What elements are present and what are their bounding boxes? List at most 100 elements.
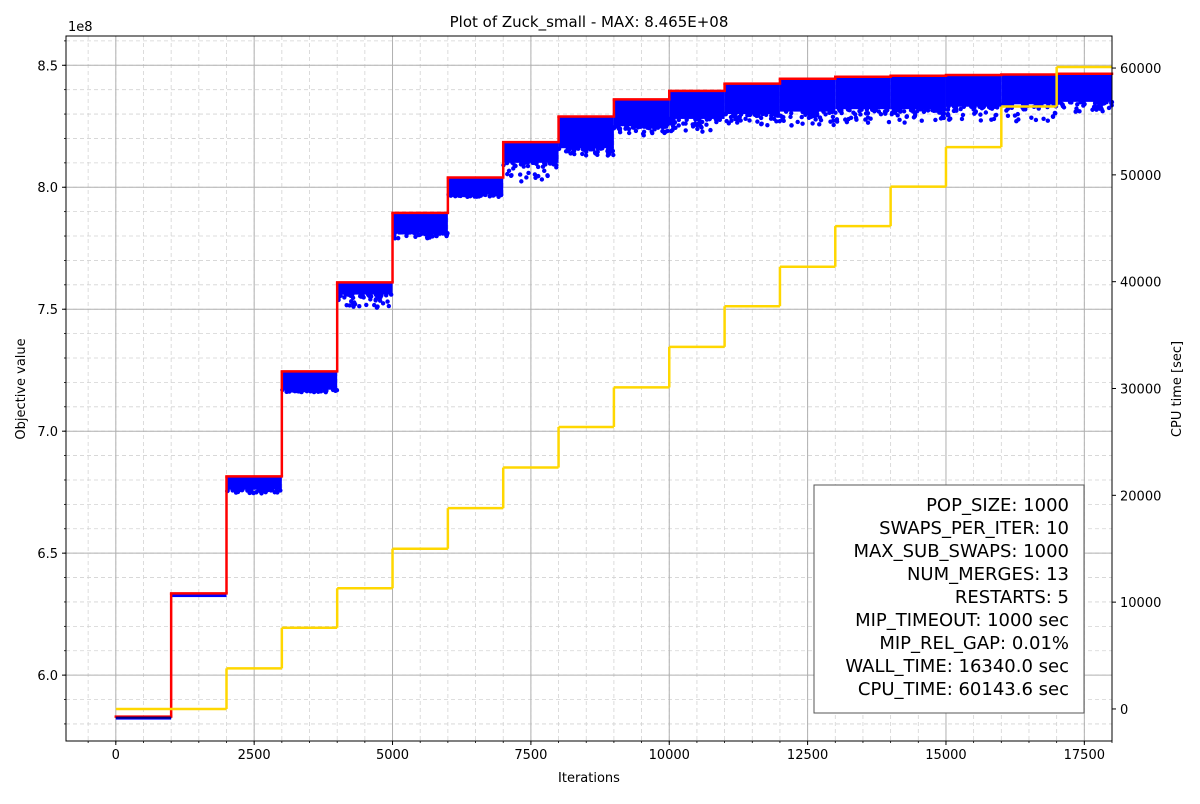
- population-point: [626, 130, 632, 136]
- population-point: [380, 301, 386, 306]
- population-point: [419, 231, 424, 236]
- population-point: [994, 105, 1000, 110]
- cpu-time-layer: [115, 65, 1112, 711]
- population-point: [638, 124, 643, 129]
- population-point: [365, 292, 371, 297]
- population-point: [897, 117, 902, 123]
- population-point: [946, 113, 951, 118]
- population-point: [617, 130, 623, 135]
- population-point: [667, 116, 673, 122]
- population-point: [1094, 107, 1099, 112]
- population-point: [983, 110, 989, 115]
- population-point: [854, 117, 859, 122]
- population-point: [846, 107, 851, 112]
- population-point: [647, 126, 652, 131]
- population-point: [411, 230, 416, 235]
- population-point: [863, 117, 868, 122]
- population-point: [690, 122, 695, 127]
- population-point: [524, 175, 529, 180]
- population-band: [503, 142, 559, 163]
- population-band: [171, 593, 227, 598]
- population-point: [760, 111, 765, 117]
- population-point: [563, 149, 569, 154]
- population-point: [951, 104, 957, 109]
- population-point: [817, 122, 822, 127]
- population-point: [732, 111, 737, 117]
- population-point: [655, 125, 661, 130]
- population-point: [641, 124, 647, 129]
- population-point: [633, 128, 639, 134]
- parameter-annotation: POP_SIZE: 1000 SWAPS_PER_ITER: 10 MAX_SU…: [813, 484, 1085, 714]
- best-objective-layer: [114, 72, 1114, 719]
- population-point: [545, 173, 550, 179]
- population-point: [717, 117, 723, 122]
- population-point: [895, 113, 900, 118]
- population-point: [989, 105, 995, 110]
- population-point: [1095, 99, 1100, 105]
- population-point: [747, 118, 752, 123]
- population-point: [398, 230, 404, 235]
- y2-tick-label: 40000: [1120, 276, 1161, 291]
- y-tick-label: 7.5: [37, 303, 58, 318]
- population-point: [714, 119, 719, 125]
- population-point: [430, 234, 435, 239]
- population-point: [961, 104, 967, 109]
- population-point: [695, 126, 700, 132]
- population-band: [669, 90, 725, 119]
- annotation-line: MAX_SUB_SWAPS: 1000: [853, 541, 1069, 562]
- population-point: [814, 113, 820, 118]
- y-tick-label: 8.0: [37, 181, 58, 196]
- population-point: [471, 193, 477, 198]
- x-tick-label: 12500: [787, 748, 828, 763]
- population-point: [1033, 117, 1039, 123]
- population-point: [799, 114, 804, 120]
- population-point: [676, 123, 681, 128]
- population-point: [251, 490, 256, 496]
- population-point: [708, 127, 713, 133]
- population-band: [1056, 73, 1112, 102]
- population-band: [226, 476, 282, 490]
- population-point: [800, 109, 805, 115]
- population-point: [426, 230, 431, 235]
- population-point: [556, 146, 562, 151]
- population-point: [517, 172, 523, 177]
- population-point: [1060, 102, 1065, 107]
- population-point: [852, 112, 858, 117]
- population-point: [918, 107, 923, 112]
- population-point: [525, 160, 530, 166]
- population-point: [901, 109, 907, 114]
- population-point: [693, 117, 698, 122]
- population-point: [357, 293, 363, 299]
- population-point: [833, 110, 838, 115]
- population-point: [945, 107, 951, 112]
- population-point: [433, 233, 439, 239]
- population-point: [823, 112, 828, 117]
- population-point: [386, 303, 392, 309]
- population-point: [542, 168, 547, 174]
- population-point: [509, 172, 514, 178]
- population-point: [347, 303, 352, 308]
- population-point: [806, 111, 811, 116]
- population-point: [551, 162, 556, 167]
- population-point: [1074, 106, 1079, 111]
- population-point: [554, 165, 559, 170]
- population-point: [278, 488, 283, 493]
- population-point: [414, 230, 420, 235]
- population-point: [933, 108, 939, 113]
- plot-frame: [65, 35, 1113, 742]
- population-point: [478, 193, 484, 198]
- population-point: [831, 122, 836, 128]
- population-point: [422, 231, 428, 237]
- population-point: [343, 292, 348, 297]
- population-point: [892, 107, 898, 112]
- population-band: [890, 75, 946, 110]
- population-point: [1050, 114, 1056, 119]
- population-point: [889, 111, 894, 117]
- population-band: [835, 76, 891, 110]
- population-point: [1021, 107, 1026, 112]
- population-point: [933, 117, 938, 123]
- y-tick-label: 6.5: [37, 547, 58, 562]
- population-point: [795, 119, 800, 125]
- population-point: [581, 147, 587, 152]
